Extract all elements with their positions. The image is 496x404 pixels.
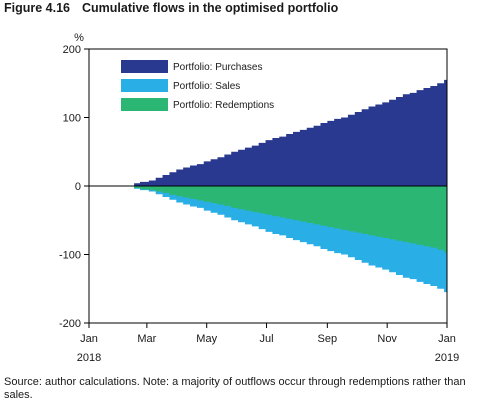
legend-swatch-portfolio-purchases (121, 60, 168, 73)
x-tick-label: Nov (377, 333, 397, 345)
plot-areas (131, 76, 447, 296)
y-tick-label: 200 (63, 44, 81, 56)
y-tick-label: 0 (75, 181, 81, 193)
legend-label-portfolio-redemptions: Portfolio: Redemptions (173, 100, 274, 111)
x-tick-sublabel: 2019 (435, 352, 459, 364)
x-tick-label: Sep (318, 333, 338, 345)
legend-swatch-portfolio-redemptions (121, 98, 168, 111)
x-tick-label: May (196, 333, 217, 345)
x-tick-sublabel: 2018 (77, 352, 101, 364)
x-tick-label: Jan (80, 333, 98, 345)
figure-number: Figure 4.16 (4, 1, 70, 15)
x-axis: Jan 2018 Mar May Jul Sep Nov Jan 2019 (77, 323, 459, 364)
legend: Portfolio: Purchases Portfolio: Sales Port… (121, 60, 274, 111)
legend-label-portfolio-sales: Portfolio: Sales (173, 81, 240, 92)
x-tick-label: Jan (438, 333, 456, 345)
figure-title-text: Cumulative flows in the optimised portfo… (82, 1, 339, 15)
y-axis: 200 100 0 -100 -200 (59, 44, 89, 330)
figure-title: Figure 4.16 Cumulative flows in the optim… (4, 1, 338, 15)
source-note: Source: author calculations. Note: a maj… (4, 376, 466, 401)
y-axis-unit-label: % (74, 32, 84, 44)
y-tick-label: -200 (59, 318, 81, 330)
series-area-portfolio-purchases (131, 76, 447, 186)
y-tick-label: -100 (59, 250, 81, 262)
x-tick-label: Mar (137, 333, 156, 345)
y-tick-label: 100 (63, 113, 81, 125)
series-area-portfolio-redemptions (131, 186, 447, 255)
legend-swatch-portfolio-sales (121, 79, 168, 92)
x-tick-label: Jul (259, 333, 273, 345)
legend-label-portfolio-purchases: Portfolio: Purchases (173, 62, 263, 73)
